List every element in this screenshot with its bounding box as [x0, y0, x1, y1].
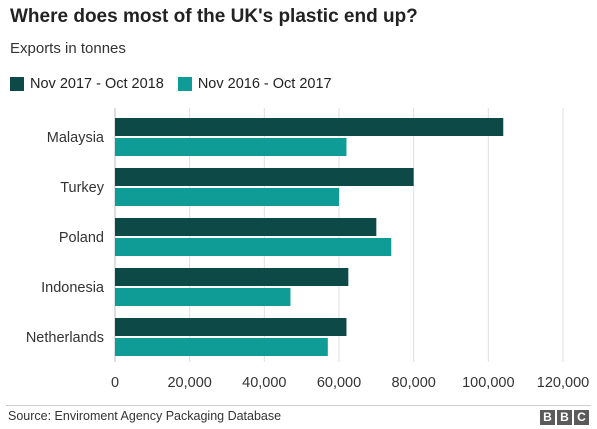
legend-swatch-2018 — [10, 77, 24, 91]
footer-divider — [6, 405, 591, 406]
x-tick-label: 60,000 — [317, 375, 361, 391]
bbc-logo-letter-2: B — [557, 410, 572, 425]
legend-swatch-2017 — [177, 77, 192, 91]
x-tick-label: 80,000 — [391, 375, 435, 391]
x-tick-label: 40,000 — [242, 375, 286, 391]
legend-label-2018: Nov 2017 - Oct 2018 — [30, 76, 164, 92]
bar — [115, 268, 349, 286]
x-tick-label: 20,000 — [167, 375, 211, 391]
category-label: Indonesia — [41, 280, 105, 296]
x-tick-label: 0 — [111, 375, 119, 391]
bar — [115, 138, 347, 156]
bbc-logo: B B C — [538, 410, 589, 425]
category-label: Malaysia — [47, 130, 105, 146]
bar — [115, 318, 347, 336]
bbc-logo-letter-3: C — [574, 410, 589, 425]
bar — [115, 238, 392, 256]
bbc-logo-letter-1: B — [540, 410, 555, 425]
bar — [115, 188, 339, 206]
category-label: Poland — [59, 230, 104, 246]
bar — [115, 218, 377, 236]
x-tick-label: 100,000 — [462, 375, 514, 391]
legend-item-2017: Nov 2016 - Oct 2017 — [177, 76, 332, 92]
x-tick-label: 120,000 — [537, 375, 589, 391]
legend-label-2017: Nov 2016 - Oct 2017 — [197, 76, 332, 92]
chart-subtitle: Exports in tonnes — [10, 40, 126, 57]
bar — [115, 118, 504, 136]
bar — [115, 288, 291, 306]
bar — [115, 338, 328, 356]
chart-title: Where does most of the UK's plastic end … — [10, 6, 418, 27]
chart-legend: Nov 2017 - Oct 2018 Nov 2016 - Oct 2017 — [10, 76, 346, 92]
source-note: Source: Enviroment Agency Packaging Data… — [8, 409, 282, 423]
category-label: Netherlands — [26, 330, 104, 346]
bar — [115, 168, 414, 186]
legend-item-2018: Nov 2017 - Oct 2018 — [10, 76, 164, 92]
bar-chart: Malaysia Turkey Poland Indonesia Netherlands… — [26, 108, 589, 391]
category-label: Turkey — [60, 180, 105, 196]
